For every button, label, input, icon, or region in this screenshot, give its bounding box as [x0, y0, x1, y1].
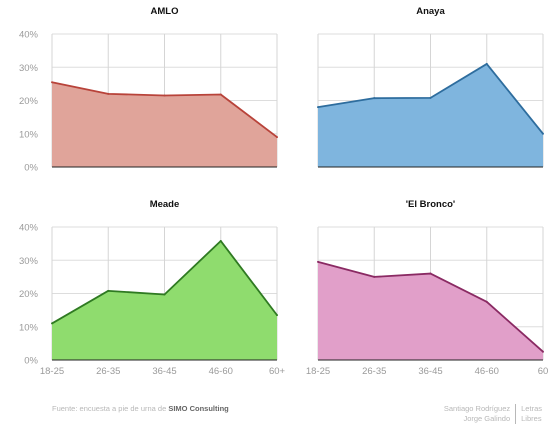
outlet-2: Libres: [521, 414, 542, 423]
data-point: [107, 289, 110, 292]
y-tick-label: 10%: [19, 129, 39, 140]
y-tick-label: 40%: [19, 223, 39, 234]
data-point: [542, 132, 544, 135]
y-tick-label: 30%: [19, 63, 39, 74]
data-point: [219, 93, 222, 96]
y-tick-label: 30%: [19, 256, 39, 267]
data-point: [163, 293, 166, 296]
outlet-1: Letras: [521, 404, 542, 413]
x-tick-label: 26-35: [362, 366, 386, 377]
data-point: [317, 260, 319, 263]
chart-title: 'El Bronco': [406, 199, 455, 210]
chart-panel-1: AMLO 0% 10% 20% 30% 40%: [19, 6, 278, 174]
data-point: [163, 94, 166, 97]
source-org: SIMO Consulting: [168, 404, 229, 413]
x-tick-label: 60: [538, 366, 548, 377]
data-point: [373, 97, 376, 100]
data-point: [51, 81, 53, 84]
source-prefix: Fuente: encuesta a pie de urna de: [52, 404, 169, 413]
chart-title: Meade: [150, 199, 180, 210]
data-point: [219, 239, 222, 242]
y-tick-label: 10%: [19, 322, 39, 333]
data-point: [51, 322, 53, 325]
data-point: [429, 272, 432, 275]
chart-panel-4: 'El Bronco' 18-25 26-35 36-45 46-60 60: [306, 199, 548, 377]
source-note: Fuente: encuesta a pie de urna de SIMO C…: [52, 404, 229, 413]
y-tick-label: 20%: [19, 96, 39, 107]
area-fill: [52, 240, 277, 360]
x-tick-label: 18-25: [306, 366, 330, 377]
y-tick-label: 0%: [24, 356, 38, 367]
x-tick-label: 36-45: [152, 366, 176, 377]
data-point: [276, 314, 278, 317]
y-tick-label: 20%: [19, 289, 39, 300]
y-tick-label: 0%: [24, 163, 38, 174]
author-1: Santiago Rodríguez: [443, 404, 511, 413]
data-point: [542, 350, 544, 353]
credits-divider: [515, 404, 517, 424]
x-tick-label: 46-60: [209, 366, 233, 377]
credits-authors: Santiago Rodríguez Jorge Galindo: [444, 404, 515, 424]
credits-outlets: Letras Libres: [516, 404, 542, 424]
author-2: Jorge Galindo: [463, 414, 511, 423]
chart-panel-3: Meade 0% 10% 20% 30% 40% 18-25 26-35 36-45 46-60 6…: [19, 199, 286, 377]
data-point: [485, 62, 488, 65]
area-fill: [52, 82, 277, 167]
x-tick-label: 36-45: [418, 366, 442, 377]
x-tick-label: 60+: [269, 366, 286, 377]
data-point: [317, 106, 319, 109]
x-tick-label: 46-60: [475, 366, 499, 377]
y-tick-label: 40%: [19, 30, 39, 41]
chart-title: Anaya: [416, 6, 445, 17]
area-fill: [318, 63, 543, 167]
chart-panel-2: Anaya: [317, 6, 544, 168]
chart-title: AMLO: [151, 6, 179, 17]
data-point: [107, 92, 110, 95]
x-tick-label: 26-35: [96, 366, 120, 377]
x-tick-label: 18-25: [40, 366, 64, 377]
data-point: [276, 136, 278, 139]
credits: Santiago Rodríguez Jorge Galindo Letras …: [444, 404, 542, 424]
data-point: [429, 96, 432, 99]
data-point: [373, 275, 376, 278]
area-fill: [318, 261, 543, 360]
data-point: [485, 300, 488, 303]
